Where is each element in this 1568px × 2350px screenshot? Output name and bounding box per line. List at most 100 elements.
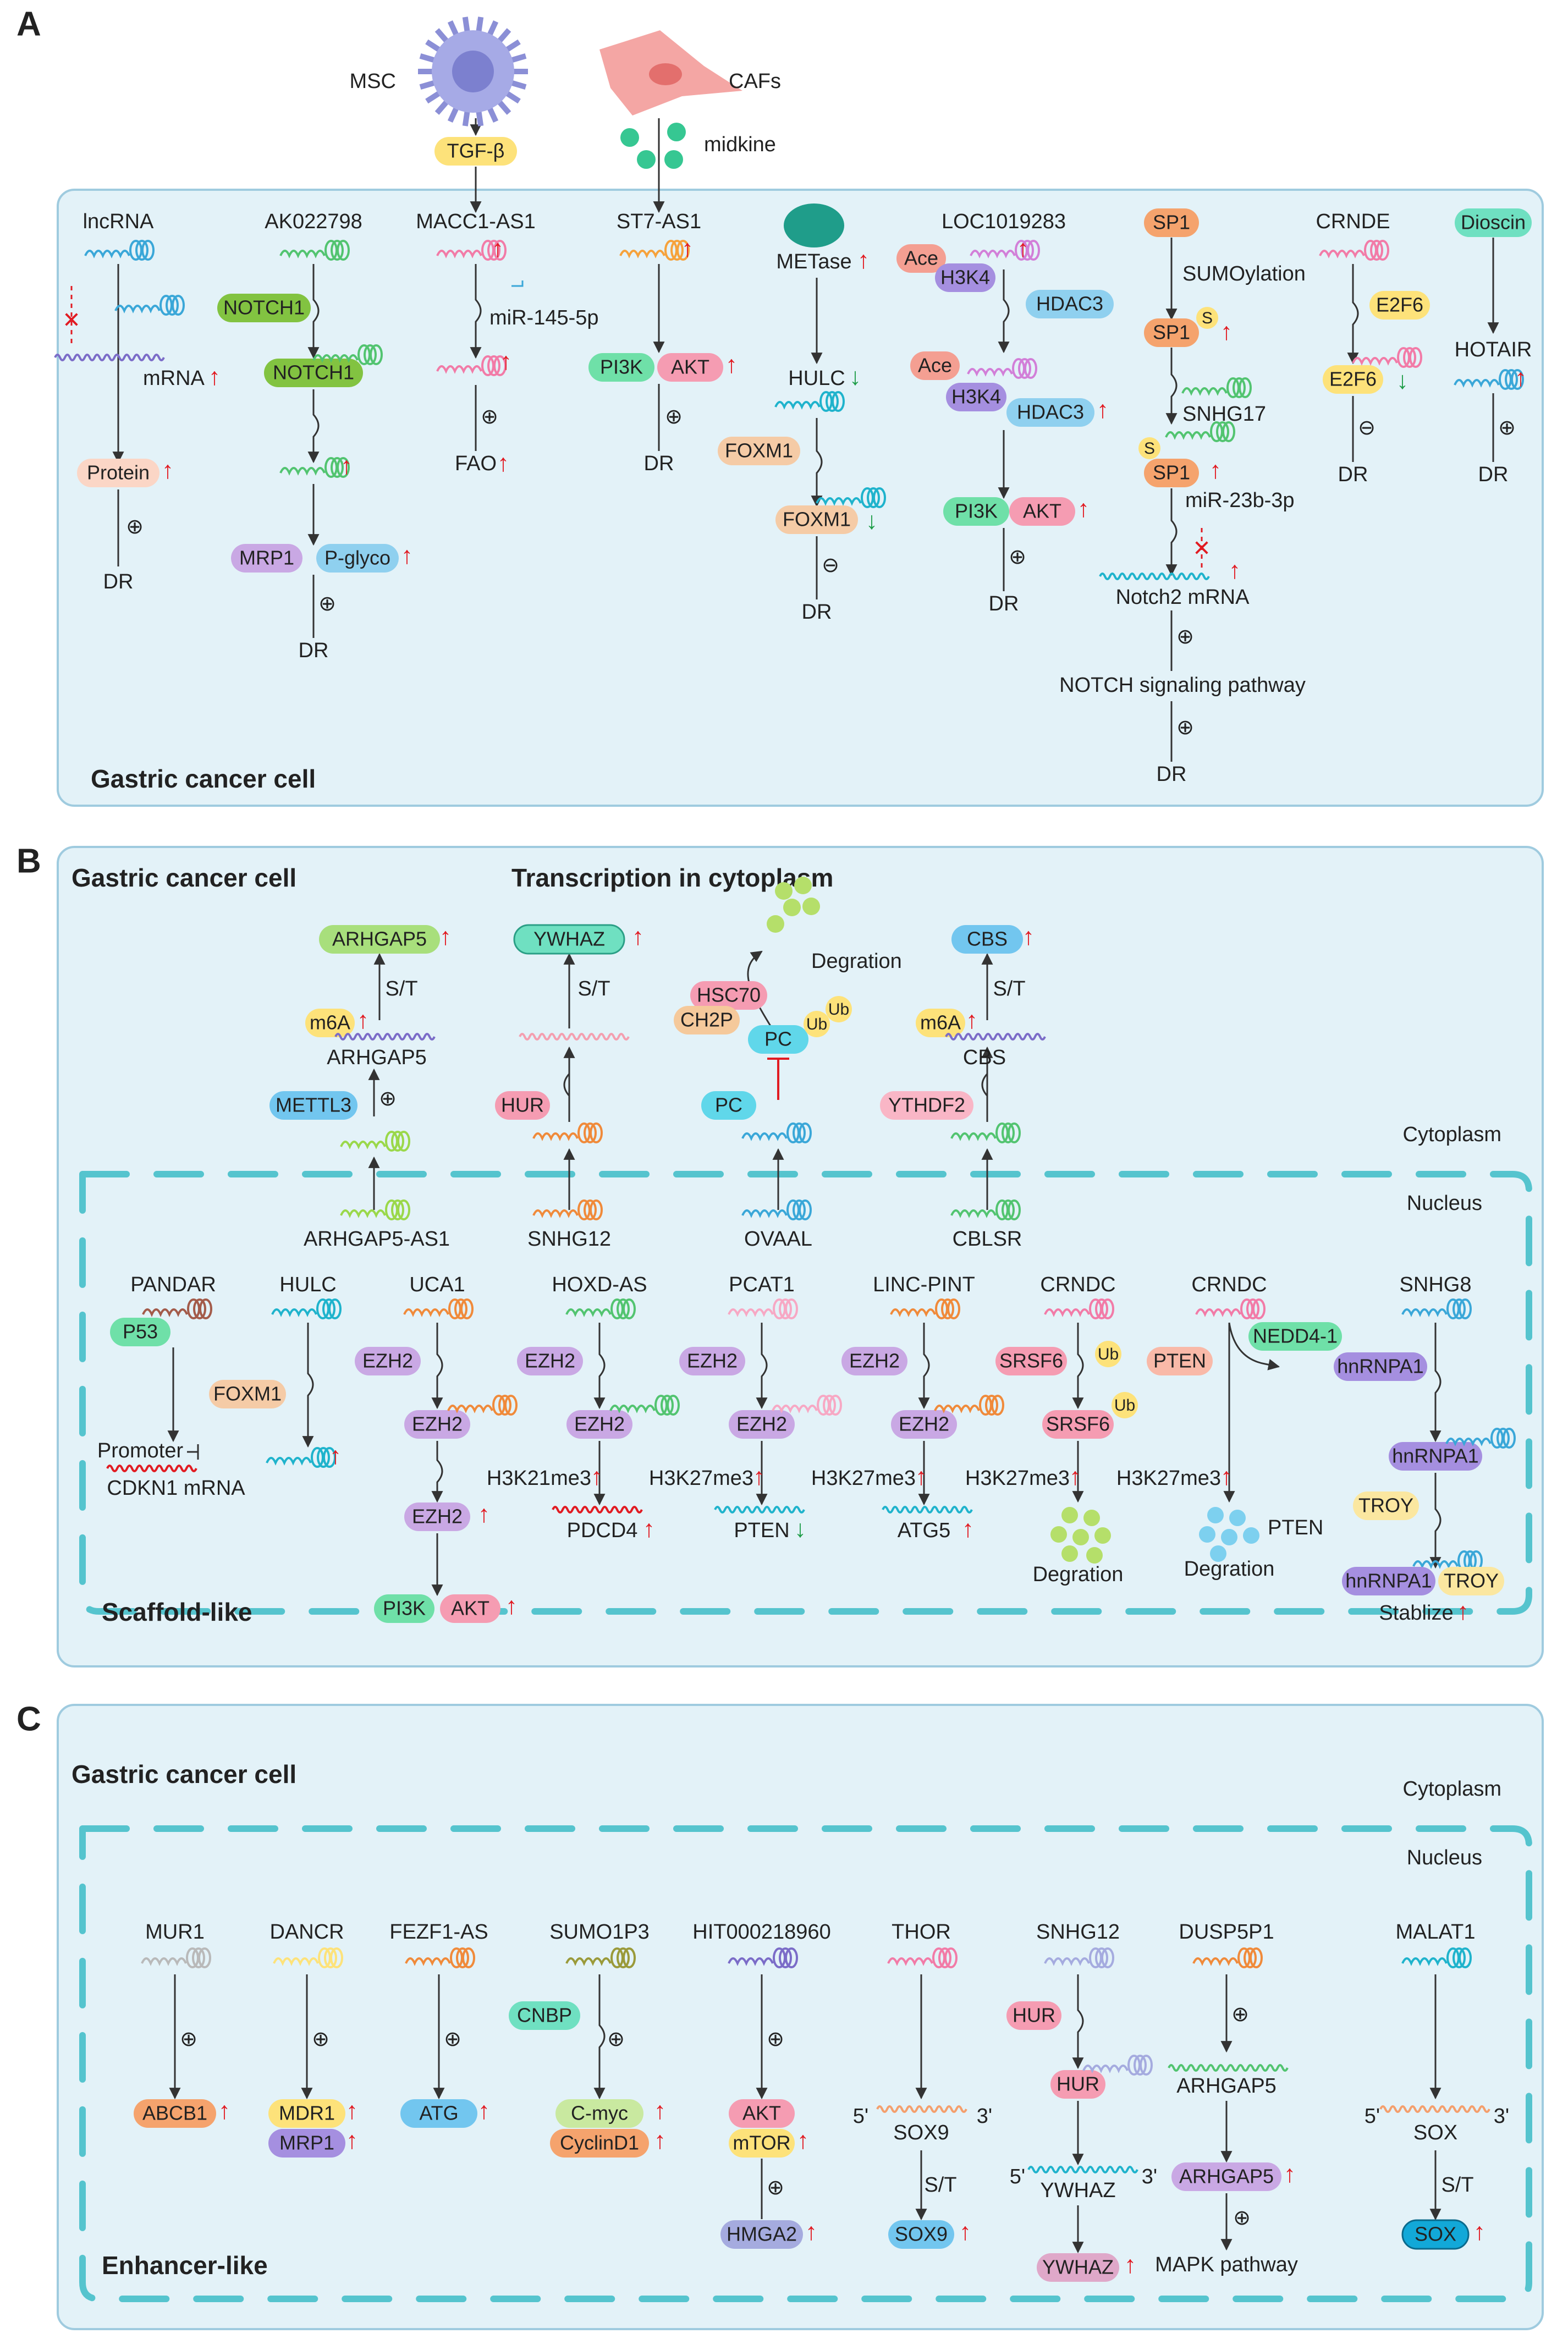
e2f6b-badge: E2F6 xyxy=(1323,365,1383,394)
pandar-tail-icon xyxy=(142,1308,188,1317)
fezf1-label: FEZF1-AS xyxy=(389,1920,488,1944)
sox9-mrna-icon xyxy=(876,2105,967,2113)
atg-badge: ATG xyxy=(400,2099,477,2128)
e2f6b-badge-label: E2F6 xyxy=(1329,368,1377,390)
hsc70-badge: HSC70 xyxy=(690,981,767,1010)
mettl3-badge: METTL3 xyxy=(269,1091,357,1120)
c-mtor-badge-label: mTOR xyxy=(733,2132,790,2154)
h3k4b-badge-label: H3K4 xyxy=(951,386,1001,408)
promote-icon: ⊕ xyxy=(1233,2206,1251,2230)
pten-degraded-icon xyxy=(1199,1526,1215,1543)
malat1-tail-icon xyxy=(1401,1957,1448,1966)
loc1-tail-icon xyxy=(970,250,1016,258)
macc1-2-tail-icon xyxy=(436,365,482,374)
macc1-2-coil-icon xyxy=(487,355,500,376)
sox-rna-label: SOX xyxy=(1413,2121,1457,2144)
ub2-label: Ub xyxy=(828,1000,849,1019)
ythdf2-badge: YTHDF2 xyxy=(880,1091,973,1120)
pten-mrna-icon xyxy=(714,1506,805,1514)
ezh2e-badge-shape xyxy=(566,1410,632,1439)
hnrnpa1-badge: hnRNPA1 xyxy=(1334,1352,1427,1381)
blocked-x2-icon: ✕ xyxy=(1192,537,1211,561)
srsf6b-badge-shape xyxy=(1042,1410,1114,1439)
dusp5p1-tail-icon xyxy=(1192,1957,1239,1966)
ezh2a-badge-label: EZH2 xyxy=(362,1350,413,1372)
up-arrow-icon: ↑ xyxy=(915,1463,927,1490)
loc-akt-badge-shape xyxy=(1009,497,1075,526)
malat1-coil-icon xyxy=(1453,1947,1466,1968)
msc-label: MSC xyxy=(350,70,396,93)
snhg12-tail-icon xyxy=(532,1132,579,1141)
arhgap5-as1-label: ARHGAP5-AS1 xyxy=(304,1228,450,1251)
arhgap5-mrna-icon xyxy=(334,1033,436,1041)
lncrna-tail-icon xyxy=(84,250,130,258)
mettl3-badge-shape xyxy=(269,1091,357,1120)
down-arrow-icon: ↓ xyxy=(866,508,878,535)
m6a-badge: m6A xyxy=(305,1009,355,1037)
ovaal-tail-icon xyxy=(741,1132,788,1141)
sp1c-badge-label: SP1 xyxy=(1153,461,1190,484)
atg5-label: ATG5 xyxy=(898,1519,950,1542)
c-hur-badge-shape xyxy=(1006,2001,1061,2030)
hulc-label: HULC xyxy=(788,367,845,390)
ovaal-2-coil-icon xyxy=(799,1199,812,1220)
ub4-label: Ub xyxy=(1114,1396,1135,1415)
c-akt-badge-shape xyxy=(729,2099,795,2128)
ezh2f-badge: EZH2 xyxy=(679,1347,745,1375)
hoxd-coil-icon xyxy=(623,1298,636,1319)
c-snhg12-2-coil-icon xyxy=(1140,2055,1153,2076)
blocked-x-icon: ✕ xyxy=(62,309,81,333)
arhgap5as1-coil-icon xyxy=(397,1131,410,1152)
ywhaz-badge-shape xyxy=(513,924,625,955)
loc-pi3k-badge: PI3K xyxy=(943,497,1009,526)
uca1-ezh2 xyxy=(431,1323,443,1410)
snhg12-label: SNHG12 xyxy=(527,1228,611,1251)
uca1-tail-icon xyxy=(403,1308,449,1317)
crnde-e2f6 xyxy=(1347,264,1359,365)
loc1019283-label: LOC1019283 xyxy=(942,210,1066,233)
inhibit-icon: ⊖ xyxy=(822,554,839,577)
mdr1-badge-shape xyxy=(268,2099,345,2128)
c-hur2-badge: HUR xyxy=(1050,2070,1105,2099)
m6a2-badge: m6A xyxy=(916,1009,965,1037)
cmyc-badge-label: C-myc xyxy=(571,2102,628,2125)
hulc-nuc-coil-icon xyxy=(322,1298,335,1319)
foxm1-nuc-badge-shape xyxy=(209,1380,286,1408)
mirna-icon xyxy=(511,280,524,287)
ak-to-notch1 xyxy=(307,264,320,359)
c-snhg12-coil-icon xyxy=(1095,1947,1108,1968)
mdr1-badge: MDR1 xyxy=(268,2099,345,2128)
ywhaz-badge: YWHAZ xyxy=(513,924,625,955)
lncrna-label: lncRNA xyxy=(83,210,154,233)
up-arrow-icon: ↑ xyxy=(797,2127,809,2154)
promoter-label: Promoter xyxy=(97,1439,184,1462)
promote-icon: ⊕ xyxy=(379,1087,397,1110)
foxm1-nuc-badge: FOXM1 xyxy=(209,1380,286,1408)
cblsr-2-coil-icon xyxy=(1002,1199,1015,1220)
up-arrow-icon: ↑ xyxy=(478,1501,490,1528)
crnde-coil-icon xyxy=(1370,240,1383,261)
lncrna-2-coil-icon xyxy=(166,295,179,316)
pandar-coil-icon xyxy=(193,1298,206,1319)
panel-a-title: Gastric cancer cell xyxy=(91,764,316,793)
promote-icon: ⊕ xyxy=(1498,416,1516,439)
pandar-coil-icon xyxy=(199,1298,212,1319)
macc1-coil-icon xyxy=(493,240,507,261)
srsf6-degraded-icon xyxy=(1083,1510,1100,1526)
hulc-nuc-tail-icon xyxy=(271,1308,317,1317)
ezh2i-badge-shape xyxy=(891,1410,957,1439)
mur1-coil-icon xyxy=(192,1947,205,1968)
hur-badge: HUR xyxy=(495,1091,550,1120)
sp1b-badge: SP1 xyxy=(1144,318,1199,347)
hoxd-2-coil-icon xyxy=(661,1395,674,1416)
c-mrp1-badge: MRP1 xyxy=(268,2129,345,2158)
up-arrow-icon: ↑ xyxy=(962,1516,974,1543)
mur1-coil-icon xyxy=(198,1947,211,1968)
c-arhgap5-badge-shape xyxy=(1171,2162,1281,2191)
snhg17-coil-icon xyxy=(1239,377,1252,398)
cnbp-badge-shape xyxy=(509,2001,580,2030)
ak022798-2-tail-icon xyxy=(312,354,359,363)
promote-icon: ⊕ xyxy=(1231,2003,1249,2026)
promote-icon: ⊕ xyxy=(126,515,144,538)
srsf6b-badge-label: SRSF6 xyxy=(1046,1413,1110,1435)
